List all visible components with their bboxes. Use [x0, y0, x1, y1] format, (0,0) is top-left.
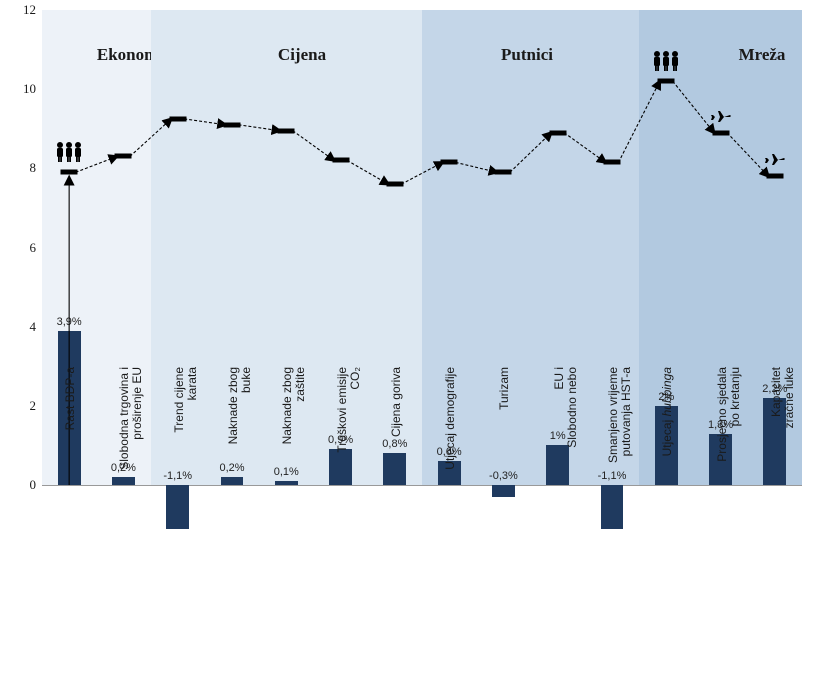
line-marker — [495, 170, 512, 175]
y-tick-label: 4 — [8, 319, 36, 335]
x-category-label: Trend cijene — [172, 367, 186, 537]
line-marker — [61, 170, 78, 175]
x-category-label-2: CO₂ — [348, 367, 362, 537]
x-category-label: Smanjeno vrijeme — [606, 367, 620, 537]
section-label: Mreža — [739, 45, 786, 65]
line-marker — [386, 182, 403, 187]
line-marker — [278, 128, 295, 133]
x-category-label: Utjecaj hubbinga — [660, 367, 674, 537]
x-category-label-2: Slobodno nebo — [565, 367, 579, 537]
section-label: Putnici — [501, 45, 553, 65]
x-category-label-2: zračne luke — [782, 367, 796, 537]
x-category-label: Naknade zbog — [226, 367, 240, 537]
line-marker — [224, 122, 241, 127]
x-category-label-2: karata — [185, 367, 199, 537]
y-tick-label: 10 — [8, 81, 36, 97]
x-axis-line — [42, 485, 802, 486]
line-marker — [658, 79, 675, 84]
x-category-label: Prosječno sjedala — [715, 367, 729, 537]
x-category-label: Cijena goriva — [389, 367, 403, 537]
x-category-label: Kapacitet — [769, 367, 783, 537]
line-marker — [549, 130, 566, 135]
y-tick-label: 12 — [8, 2, 36, 18]
line-marker — [332, 158, 349, 163]
x-category-label: Utjecaj demografije — [443, 367, 457, 537]
plane-icon — [710, 108, 732, 129]
y-tick-label: 0 — [8, 477, 36, 493]
y-tick-label: 6 — [8, 240, 36, 256]
y-tick-label: 2 — [8, 398, 36, 414]
chart-container: EkonomijaCijenaPutniciMreža3,9%0,2%-1,1%… — [0, 0, 816, 678]
people-icon — [651, 50, 681, 77]
line-marker — [766, 174, 783, 179]
line-marker — [712, 130, 729, 135]
y-tick-label: 8 — [8, 160, 36, 176]
plane-icon — [764, 151, 786, 172]
line-marker — [604, 160, 621, 165]
x-category-label-2: putovanja HST-a — [619, 367, 633, 537]
x-category-label-2: buke — [239, 367, 253, 537]
x-category-label: EU i — [552, 367, 566, 537]
x-category-label-2: zaštite — [293, 367, 307, 537]
section-label: Cijena — [278, 45, 326, 65]
bar-value-label: 3,9% — [57, 316, 82, 328]
line-marker — [169, 116, 186, 121]
people-icon — [54, 141, 84, 168]
line-marker — [115, 154, 132, 159]
x-category-label: Rast BDP-a — [63, 367, 77, 537]
x-category-label: Naknade zbog — [280, 367, 294, 537]
plot-area: EkonomijaCijenaPutniciMreža3,9%0,2%-1,1%… — [42, 10, 802, 485]
x-category-label-2: po kretanju — [728, 367, 742, 537]
x-category-label: Troškovi emisije — [335, 367, 349, 537]
x-category-label: Turizam — [497, 367, 511, 537]
x-category-label-2: proširenje EU — [131, 367, 145, 537]
line-marker — [441, 160, 458, 165]
